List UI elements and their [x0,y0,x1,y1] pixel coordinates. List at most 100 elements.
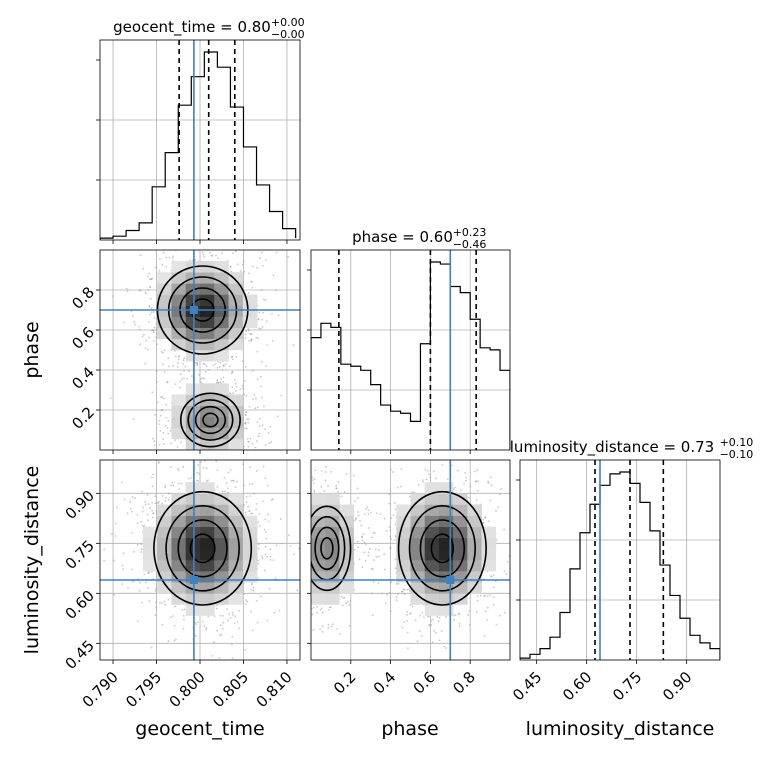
sample-point [357,546,360,549]
sample-point [195,635,198,637]
sample-point [248,405,251,408]
sample-point [357,514,360,517]
sample-point [148,572,151,574]
sample-point [302,514,304,516]
sample-point [207,479,209,482]
density-cell [200,383,215,395]
sample-point [365,543,367,546]
sample-point [197,464,200,466]
sample-point [160,350,163,353]
density-cell [325,560,340,572]
sample-point [189,259,191,262]
sample-point [140,543,142,546]
x-tick-label: 0.2 [330,668,360,698]
density-cell [228,316,244,329]
sample-point [202,362,205,365]
sample-point [136,522,139,525]
sample-point [219,634,222,637]
sample-point [306,516,308,518]
sample-point [267,513,270,516]
sample-point [164,484,167,487]
sample-point [316,605,319,608]
sample-point [170,442,172,445]
sample-point [179,380,182,383]
sample-point [312,482,315,485]
sample-point [296,581,298,583]
sample-point [167,432,170,435]
sample-point [394,567,397,570]
sample-point [148,272,151,275]
sample-point [172,365,174,367]
panel-frame [310,459,511,661]
sample-point [232,614,234,616]
sample-point [210,453,212,455]
sample-point [235,356,238,358]
sample-point [131,532,134,534]
sample-point [198,472,201,475]
sample-point [312,606,315,609]
density-cell [311,493,326,505]
sample-point [236,263,239,266]
sample-point [127,587,129,589]
sample-point [235,385,238,388]
panel-frame [310,249,511,451]
sample-point [237,456,239,458]
density-cell [438,482,454,494]
density-cell [242,305,258,317]
sample-point [140,520,143,523]
sample-point [241,463,244,466]
sample-point [385,530,388,533]
sample-point [144,500,147,503]
sample-point [306,520,308,522]
hist-panel-geocent_time: geocent_time = 0.80 +0.00−0.00 [96,16,305,244]
sample-point [160,396,162,398]
sample-point [232,358,234,361]
sample-point [336,628,339,630]
sample-point [153,326,156,329]
density-cell [185,405,201,417]
sample-point [177,358,180,361]
density-cell [200,604,215,616]
sample-point [183,369,185,372]
sample-point [476,595,479,597]
sample-point [176,366,179,368]
sample-point [363,551,365,554]
sample-point [246,600,249,603]
sample-point [266,544,268,546]
sample-point [467,496,470,499]
sample-point [247,445,250,448]
sample-point [120,481,123,484]
sample-point [103,548,106,551]
sample-point [343,596,346,599]
sample-point [150,297,152,300]
sample-point [243,393,246,396]
contour-line [202,412,219,428]
sample-point [399,485,402,488]
sample-point [196,460,198,462]
sample-point [296,532,298,534]
sample-point [216,468,219,471]
sample-point [148,286,151,288]
x-tick-label: 0.6 [410,668,440,698]
y-tick-label: 0.60 [62,587,98,623]
sample-point [251,443,254,445]
sample-point [493,603,495,606]
density-cell [171,283,187,295]
density-cell [171,338,187,351]
sample-point [435,477,437,480]
sample-point [389,468,392,471]
sample-point [132,314,134,317]
sample-point [204,232,206,234]
contour-line [430,533,455,564]
density-cell [396,504,411,516]
sample-point [486,618,488,621]
sample-point [298,572,300,574]
sample-point [244,380,246,382]
sample-point [155,328,158,331]
sample-point [134,323,136,326]
sample-point [155,587,158,590]
sample-point [161,409,164,411]
density-cell [200,350,215,362]
sample-point [245,330,247,332]
sample-point [445,615,447,618]
